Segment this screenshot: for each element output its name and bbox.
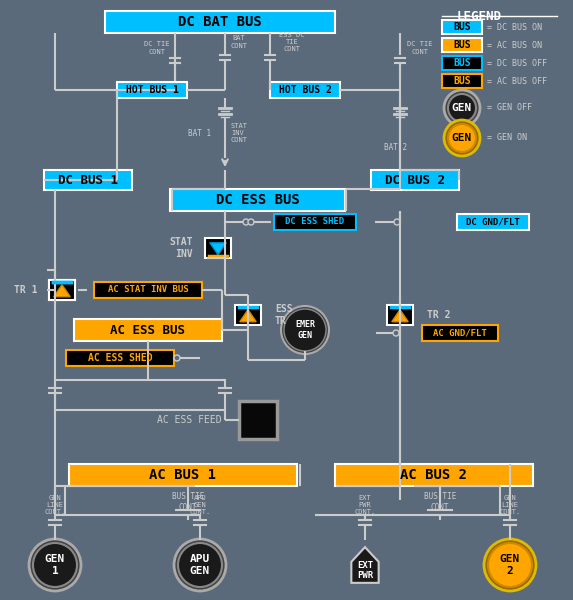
FancyBboxPatch shape	[44, 170, 132, 190]
FancyBboxPatch shape	[49, 280, 74, 300]
FancyBboxPatch shape	[442, 74, 482, 88]
FancyBboxPatch shape	[387, 305, 413, 325]
FancyBboxPatch shape	[457, 214, 529, 230]
Circle shape	[29, 539, 81, 591]
FancyBboxPatch shape	[371, 170, 459, 190]
FancyBboxPatch shape	[171, 189, 346, 211]
Text: GEN: GEN	[452, 133, 472, 143]
Circle shape	[284, 309, 326, 351]
Text: AC STAT INV BUS: AC STAT INV BUS	[108, 286, 189, 295]
Text: APU
GEN
CONT.: APU GEN CONT.	[189, 495, 211, 515]
Polygon shape	[240, 310, 256, 322]
Text: = DC BUS OFF: = DC BUS OFF	[487, 58, 547, 67]
Text: = AC BUS OFF: = AC BUS OFF	[487, 76, 547, 85]
Text: BUS: BUS	[453, 76, 471, 86]
Text: = AC BUS ON: = AC BUS ON	[487, 40, 542, 49]
Text: AC BUS 1: AC BUS 1	[150, 468, 217, 482]
FancyBboxPatch shape	[205, 238, 231, 258]
Polygon shape	[54, 285, 70, 297]
Circle shape	[281, 306, 329, 354]
Circle shape	[488, 543, 532, 587]
Text: GEN
LINE
CONT.: GEN LINE CONT.	[44, 495, 66, 515]
Text: TR 1: TR 1	[14, 285, 38, 295]
Text: BUS TIE
CONT: BUS TIE CONT	[424, 492, 456, 512]
Text: BAT 2: BAT 2	[384, 143, 407, 152]
Circle shape	[394, 219, 400, 225]
Polygon shape	[351, 547, 379, 583]
Text: BAT
CONT: BAT CONT	[230, 35, 248, 49]
Text: DC BUS 2: DC BUS 2	[385, 173, 445, 187]
Circle shape	[174, 539, 226, 591]
Text: AC ESS FEED –: AC ESS FEED –	[156, 415, 233, 425]
Text: APU
GEN: APU GEN	[190, 554, 210, 576]
Text: AC BUS 2: AC BUS 2	[401, 468, 468, 482]
Text: = GEN OFF: = GEN OFF	[487, 103, 532, 113]
FancyBboxPatch shape	[422, 325, 498, 341]
FancyBboxPatch shape	[49, 280, 74, 300]
FancyBboxPatch shape	[239, 401, 277, 439]
Circle shape	[174, 355, 180, 361]
Text: HOT BUS 2: HOT BUS 2	[278, 85, 331, 95]
Circle shape	[393, 330, 399, 336]
FancyBboxPatch shape	[442, 20, 482, 34]
Text: ESS DC
TIE
CONT: ESS DC TIE CONT	[279, 32, 305, 52]
Text: BAT 1: BAT 1	[188, 128, 211, 137]
Text: DC BUS 1: DC BUS 1	[58, 173, 118, 187]
Text: AC ESS SHED: AC ESS SHED	[88, 353, 152, 363]
FancyBboxPatch shape	[442, 38, 482, 52]
Text: = GEN ON: = GEN ON	[487, 133, 527, 142]
Text: BUS: BUS	[453, 58, 471, 68]
Circle shape	[33, 543, 77, 587]
Text: DC GND/FLT: DC GND/FLT	[466, 217, 520, 226]
Text: HOT BUS 1: HOT BUS 1	[125, 85, 178, 95]
FancyBboxPatch shape	[74, 319, 222, 341]
Text: DC TIE
CONT: DC TIE CONT	[407, 41, 433, 55]
Circle shape	[178, 543, 222, 587]
FancyBboxPatch shape	[117, 82, 187, 98]
Polygon shape	[210, 243, 226, 255]
Circle shape	[448, 94, 476, 122]
Text: DC ESS BUS: DC ESS BUS	[216, 193, 300, 207]
Text: STAT
INV
CONT: STAT INV CONT	[231, 123, 248, 143]
Text: EXT
PWR
CONT.: EXT PWR CONT.	[354, 495, 376, 515]
Text: STAT
INV: STAT INV	[170, 237, 193, 259]
FancyBboxPatch shape	[66, 350, 174, 366]
Circle shape	[444, 90, 480, 126]
Text: TR 2: TR 2	[427, 310, 450, 320]
Text: DC ESS SHED: DC ESS SHED	[285, 217, 344, 226]
Circle shape	[444, 120, 480, 156]
Polygon shape	[392, 310, 408, 322]
Text: AC ESS BUS: AC ESS BUS	[111, 323, 186, 337]
Circle shape	[243, 219, 249, 225]
Text: BUS: BUS	[453, 40, 471, 50]
Text: GEN: GEN	[452, 103, 472, 113]
FancyBboxPatch shape	[69, 464, 297, 486]
Text: DC BAT BUS: DC BAT BUS	[178, 15, 262, 29]
Text: EMER
GEN: EMER GEN	[295, 320, 315, 340]
Text: DC TIE
CONT: DC TIE CONT	[144, 41, 170, 55]
FancyBboxPatch shape	[335, 464, 533, 486]
Text: GEN
LINE
CONT.: GEN LINE CONT.	[500, 495, 521, 515]
FancyBboxPatch shape	[274, 214, 356, 230]
FancyBboxPatch shape	[105, 11, 335, 33]
FancyBboxPatch shape	[94, 282, 202, 298]
Text: BUS TIE
CONT: BUS TIE CONT	[172, 492, 204, 512]
Text: GEN
1: GEN 1	[45, 554, 65, 576]
Text: LEGEND: LEGEND	[457, 10, 501, 23]
Circle shape	[484, 539, 536, 591]
Text: = DC BUS ON: = DC BUS ON	[487, 22, 542, 31]
FancyBboxPatch shape	[236, 305, 261, 325]
Text: EXT
PWR: EXT PWR	[357, 560, 373, 580]
FancyBboxPatch shape	[270, 82, 340, 98]
Circle shape	[248, 219, 254, 225]
Text: GEN
2: GEN 2	[500, 554, 520, 576]
Text: ESS
TR: ESS TR	[275, 304, 293, 326]
Circle shape	[448, 124, 476, 152]
FancyBboxPatch shape	[442, 56, 482, 70]
Polygon shape	[54, 285, 70, 297]
Text: AC GND/FLT: AC GND/FLT	[433, 329, 487, 337]
Text: BUS: BUS	[453, 22, 471, 32]
